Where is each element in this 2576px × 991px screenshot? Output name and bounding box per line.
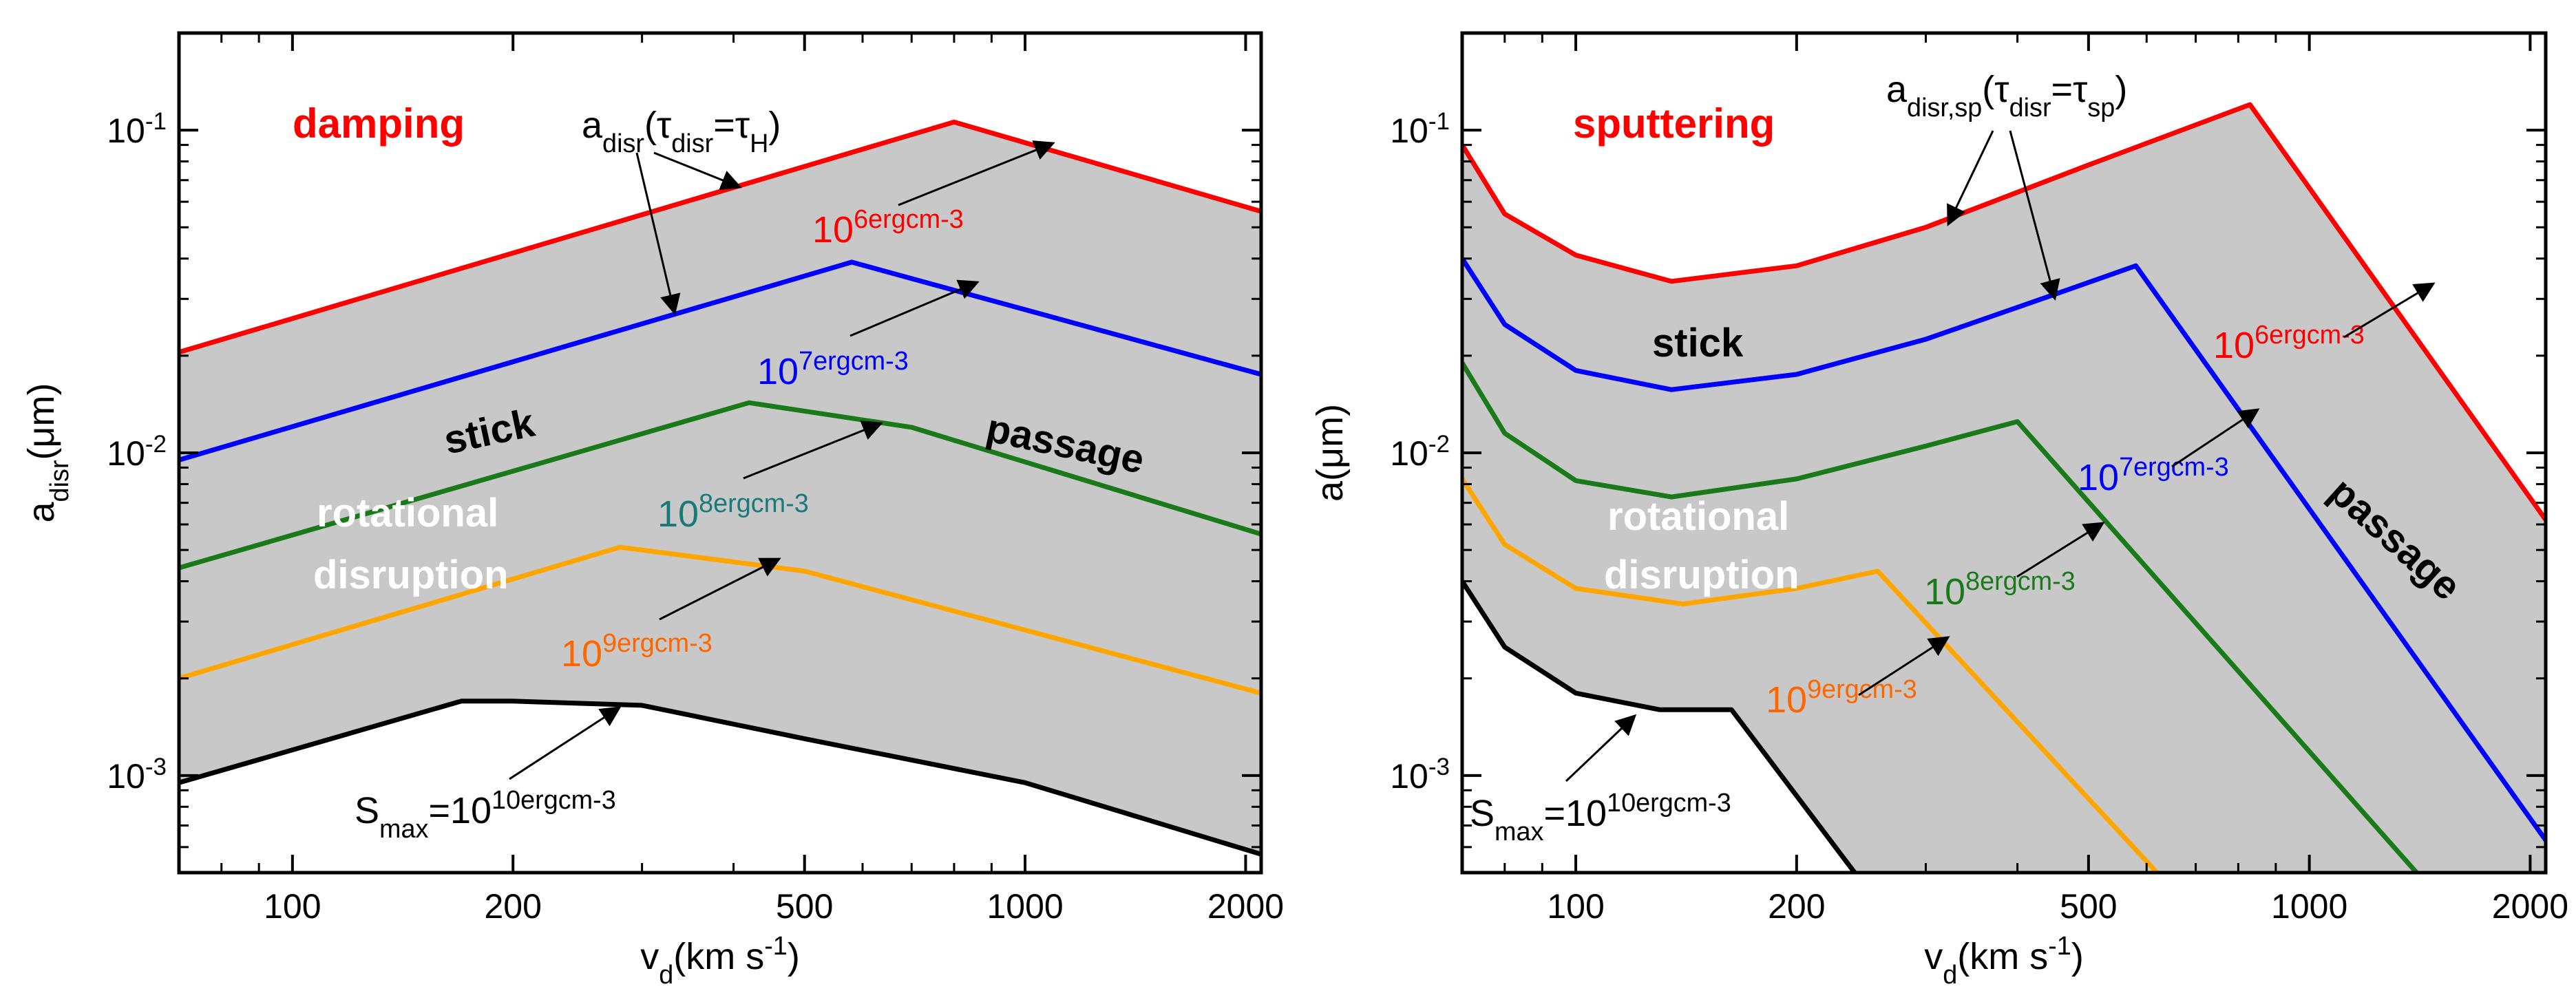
y-tick-label: 10-1: [107, 108, 167, 151]
annotation-arrow: [653, 151, 742, 190]
series-line-1: [179, 119, 1261, 355]
series-line-5: [1462, 579, 1857, 873]
annotation-arrow: [1947, 130, 1994, 226]
series-line-1: [1462, 102, 2546, 522]
y-axis-label: adisr(μm): [21, 383, 74, 522]
shaded-region: [179, 122, 1261, 855]
annotation-arrow: [1565, 714, 1637, 782]
series-line-3: [179, 400, 1261, 571]
y-tick-label: 10-1: [1390, 108, 1450, 151]
annotation-arrow: [635, 152, 681, 315]
annotation-rot1: rotational: [317, 491, 498, 535]
x-tick-label: 100: [1547, 887, 1604, 926]
panel-title: damping: [293, 100, 465, 147]
annotation-smax: Smax=1010ergcm-3: [355, 786, 616, 844]
series-line-2: [179, 259, 1261, 462]
annotation-l6: 106ergcm-3: [2213, 321, 2365, 366]
x-tick-label: 200: [1768, 887, 1825, 926]
y-tick-label: 10-3: [1390, 753, 1450, 796]
panel-left: 100 200 500 1000 2000 10-3 10-2 10-1 vd(km s-1) a…: [21, 31, 1284, 990]
y-axis-label: a(μm): [1309, 404, 1351, 502]
y-tick-label: 10-2: [107, 431, 167, 473]
annotation-l6: 106ergcm-3: [812, 205, 964, 251]
x-axis-label: vd(km s-1): [640, 932, 800, 990]
annotation-arrow: [2009, 130, 2060, 301]
annotation-l7: 107ergcm-3: [757, 347, 909, 392]
panel-right: 100 200 500 1000 2000 10-3 10-2 10-1 vd(km s-1) a…: [1309, 31, 2568, 990]
annotation-arrow: [659, 557, 781, 621]
y-tick-label: 10-2: [1390, 431, 1450, 473]
series-line-4: [179, 544, 1261, 696]
x-tick-label: 100: [264, 887, 321, 926]
series-line-4: [1462, 477, 2159, 873]
panel-title: sputtering: [1573, 100, 1775, 147]
x-tick-label: 2000: [1207, 887, 1284, 926]
annotation-arrow: [849, 279, 980, 337]
annotation-l8: 108ergcm-3: [657, 489, 809, 535]
annotation-l9: 109ergcm-3: [1766, 675, 1917, 721]
x-tick-label: 500: [776, 887, 833, 926]
shaded-region: [1462, 105, 2546, 873]
series-line-2: [1462, 257, 2546, 842]
x-tick-label: 200: [484, 887, 541, 926]
series-line-3: [1462, 361, 2419, 873]
annotation-l8: 108ergcm-3: [1924, 567, 2076, 612]
annotation-arrow: [1858, 636, 1950, 696]
annotation-smax: Smax=1010ergcm-3: [1470, 789, 1731, 846]
annotation-stick: stick: [1652, 321, 1744, 365]
annotation-arrow: [509, 706, 622, 780]
annotation-arrow: [898, 140, 1055, 206]
annotation-rot1: rotational: [1607, 494, 1789, 539]
annotation-l7: 107ergcm-3: [2078, 453, 2229, 498]
y-tick-label: 10-3: [107, 753, 167, 796]
x-tick-label: 500: [2060, 887, 2117, 926]
x-tick-label: 1000: [986, 887, 1063, 926]
annotation-arrow: [2171, 408, 2260, 468]
annotation-l9: 109ergcm-3: [561, 629, 712, 674]
annotation-arrow: [743, 420, 883, 480]
annotation-rot2: disruption: [313, 553, 509, 597]
annotation-rot2: disruption: [1604, 553, 1799, 597]
x-axis-label: vd(km s-1): [1924, 932, 2084, 990]
x-tick-label: 1000: [2271, 887, 2347, 926]
annotation-adisr: adisr,sp(τdisr=τsp): [1886, 69, 2127, 122]
series-line-5: [179, 699, 1261, 857]
annotation-arrow: [2343, 282, 2436, 339]
annotation-arrow: [2016, 522, 2105, 578]
x-tick-label: 2000: [2492, 887, 2568, 926]
